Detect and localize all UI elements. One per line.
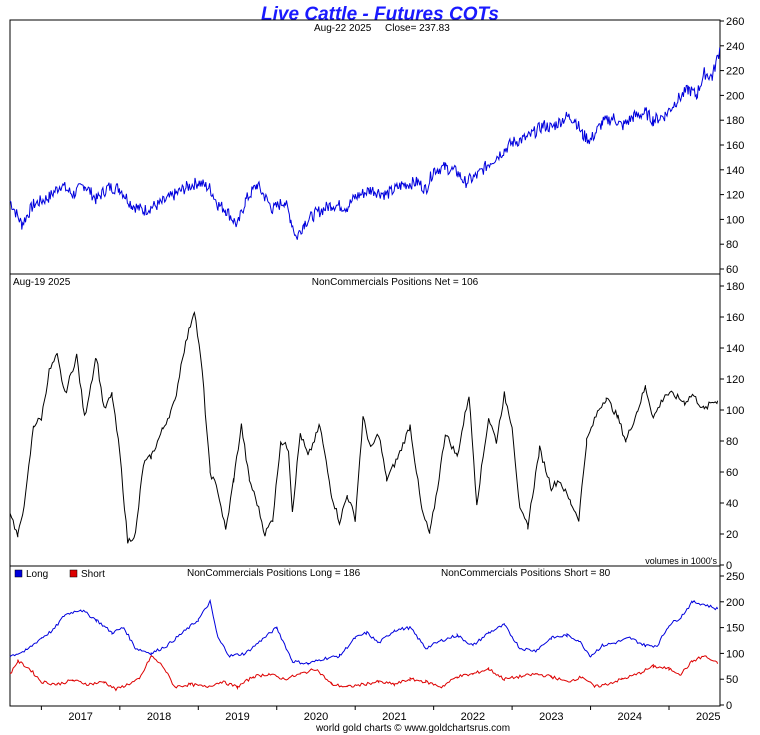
- y-tick-label: 80: [726, 239, 738, 251]
- long-short-panel-series-long-line: [9, 598, 719, 666]
- y-tick-label: 120: [726, 190, 744, 202]
- footer-credit: world gold charts © www.goldchartsrus.co…: [315, 723, 510, 734]
- x-tick-label: 2019: [225, 711, 249, 723]
- y-tick-label: 50: [726, 674, 738, 686]
- y-tick-label: 40: [726, 498, 738, 510]
- y-tick-label: 120: [726, 374, 744, 386]
- chart-title: Live Cattle - Futures COTs: [261, 4, 499, 25]
- x-tick-label: 2023: [539, 711, 563, 723]
- long-positions-label: NonCommercials Positions Long = 186: [187, 568, 361, 579]
- y-tick-label: 160: [726, 312, 744, 324]
- y-tick-label: 160: [726, 140, 744, 152]
- legend-short-label: Short: [81, 569, 105, 580]
- x-tick-label: 2021: [382, 711, 406, 723]
- y-tick-label: 20: [726, 529, 738, 541]
- x-tick-label: 2024: [618, 711, 642, 723]
- y-tick-label: 240: [726, 41, 744, 53]
- y-tick-label: 200: [726, 597, 744, 609]
- legend-long-swatch: [14, 569, 23, 578]
- short-positions-label: NonCommercials Positions Short = 80: [441, 568, 611, 579]
- price-date-label: Aug-22 2025: [314, 23, 372, 34]
- long-short-panel-frame: [9, 565, 721, 707]
- net-series-label: NonCommercials Positions Net = 106: [312, 277, 479, 288]
- y-tick-label: 180: [726, 281, 744, 293]
- y-tick-label: 60: [726, 264, 738, 276]
- net-date-label: Aug-19 2025: [13, 277, 71, 288]
- y-tick-label: 100: [726, 214, 744, 226]
- volumes-note: volumes in 1000's: [645, 556, 717, 566]
- price-panel-series-0-line: [9, 47, 721, 240]
- net-panel-frame: [9, 273, 721, 567]
- y-tick-label: 140: [726, 165, 744, 177]
- x-tick-label: 2018: [147, 711, 171, 723]
- price-close-label: Close= 237.83: [385, 23, 450, 34]
- legend-long-label: Long: [26, 569, 48, 580]
- x-tick-label: 2022: [461, 711, 485, 723]
- y-tick-label: 180: [726, 115, 744, 127]
- y-tick-label: 0: [726, 560, 732, 572]
- y-tick-label: 140: [726, 343, 744, 355]
- y-tick-label: 80: [726, 436, 738, 448]
- net-panel-series-0-line: [9, 310, 719, 544]
- legend-short-swatch: [69, 569, 78, 578]
- y-tick-label: 200: [726, 90, 744, 102]
- legend: Long Short: [14, 569, 105, 580]
- long-short-panel-series-short-line: [9, 655, 719, 692]
- y-tick-label: 250: [726, 571, 744, 583]
- y-tick-label: 100: [726, 648, 744, 660]
- price-panel-frame: [9, 19, 721, 275]
- y-tick-label: 100: [726, 405, 744, 417]
- x-tick-label: 2017: [68, 711, 92, 723]
- y-tick-label: 260: [726, 16, 744, 28]
- x-tick-label: 2025: [696, 711, 720, 723]
- y-tick-label: 220: [726, 66, 744, 78]
- y-tick-label: 150: [726, 623, 744, 635]
- y-tick-label: 60: [726, 467, 738, 479]
- x-tick-label: 2020: [304, 711, 328, 723]
- y-tick-label: 0: [726, 700, 732, 712]
